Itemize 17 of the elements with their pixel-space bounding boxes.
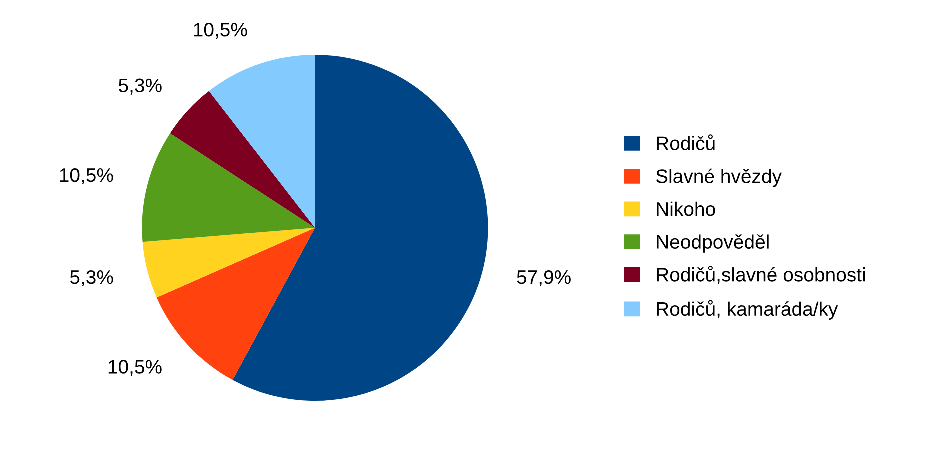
pie-slice [232, 54, 488, 402]
legend-label: Rodičů [657, 134, 715, 150]
legend-label: Rodičů, kamaráda/ky [657, 300, 838, 320]
pie-slice [170, 91, 316, 228]
data-label: 5,3% [119, 78, 162, 95]
data-label: 10,5% [60, 168, 114, 185]
legend-label: Rodičů,slavné osobnosti [657, 266, 866, 284]
data-label: 10,5% [108, 360, 162, 376]
pie-slice [209, 54, 316, 228]
pie-slice [142, 133, 316, 242]
pie-slice [142, 228, 316, 298]
legend-label: Neodpověděl [657, 234, 769, 253]
legend-label: Slavné hvězdy [656, 168, 782, 188]
data-label: 5,3% [70, 270, 114, 287]
legend-label: Nikoho [657, 202, 716, 216]
data-label: 57,9% [517, 270, 571, 287]
data-label: 10,5% [194, 23, 248, 40]
